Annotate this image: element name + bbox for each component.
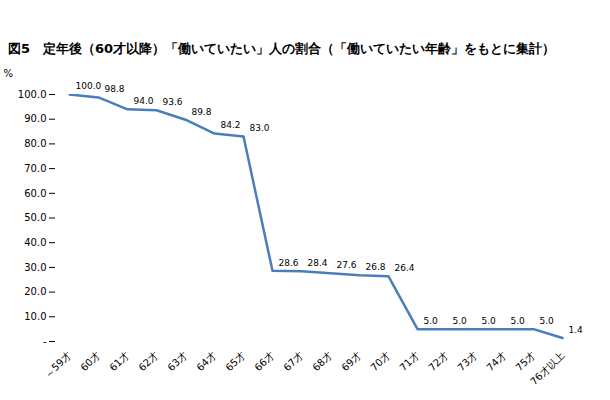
svg-text:5.0: 5.0	[540, 316, 555, 326]
svg-text:70才: 70才	[368, 349, 392, 373]
svg-text:100.0: 100.0	[76, 81, 102, 91]
svg-text:74才: 74才	[484, 349, 508, 373]
html-text:図5 定年後（60才以降）「働いていたい」人の割合（「働いて: 図5 定年後（60才以降）「働いていたい」人の割合（「働いていたい年齢」をもとに…	[8, 41, 556, 56]
svg-text:28.4: 28.4	[308, 258, 328, 268]
svg-text:60才: 60才	[78, 349, 102, 373]
svg-text:67才: 67才	[281, 349, 305, 373]
svg-text:1.4: 1.4	[569, 325, 584, 335]
svg-text:5.0: 5.0	[482, 316, 497, 326]
svg-text:83.0: 83.0	[250, 123, 270, 133]
svg-text:100.0: 100.0	[18, 89, 47, 100]
svg-text:5.0: 5.0	[424, 316, 439, 326]
svg-text:20.0: 20.0	[24, 286, 46, 297]
svg-text:5.0: 5.0	[453, 316, 468, 326]
svg-text:63才: 63才	[165, 349, 189, 373]
svg-text:%: %	[4, 68, 14, 79]
svg-text:89.8: 89.8	[192, 107, 212, 117]
svg-text:50.0: 50.0	[24, 212, 46, 223]
svg-text:26.8: 26.8	[366, 262, 386, 272]
svg-text:65才: 65才	[223, 349, 247, 373]
svg-text:5.0: 5.0	[511, 316, 526, 326]
svg-text:40.0: 40.0	[24, 237, 46, 248]
svg-text:70.0: 70.0	[24, 163, 46, 174]
svg-text:68才: 68才	[310, 349, 334, 373]
svg-text:93.6: 93.6	[163, 97, 183, 107]
svg-text:10.0: 10.0	[24, 311, 46, 322]
svg-text:94.0: 94.0	[134, 96, 154, 106]
svg-text:84.2: 84.2	[221, 120, 241, 130]
svg-text:66才: 66才	[252, 349, 276, 373]
svg-text:30.0: 30.0	[24, 262, 46, 273]
svg-text:27.6: 27.6	[337, 260, 357, 270]
svg-text:72才: 72才	[426, 349, 450, 373]
svg-text:73才: 73才	[455, 349, 479, 373]
svg-text:71才: 71才	[397, 349, 421, 373]
svg-text:26.4: 26.4	[395, 263, 415, 273]
svg-text:60.0: 60.0	[24, 188, 46, 199]
svg-text:90.0: 90.0	[24, 113, 46, 124]
svg-text:62才: 62才	[136, 349, 160, 373]
svg-text:98.8: 98.8	[105, 84, 125, 94]
svg-text:28.6: 28.6	[279, 258, 299, 268]
svg-text:64才: 64才	[194, 349, 218, 373]
svg-text:80.0: 80.0	[24, 138, 46, 149]
svg-text:69才: 69才	[339, 349, 363, 373]
svg-text:76才以上: 76才以上	[528, 349, 566, 387]
svg-text:～59才: ～59才	[42, 349, 73, 380]
svg-text:75才: 75才	[513, 349, 537, 373]
svg-text:61才: 61才	[107, 349, 131, 373]
svg-text:-: -	[43, 336, 47, 347]
